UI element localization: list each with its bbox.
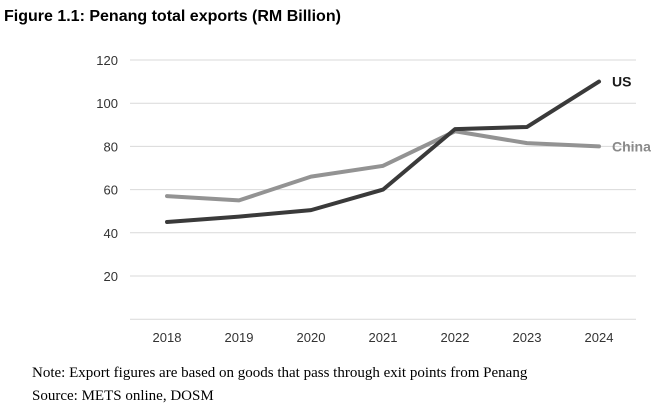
y-tick-label: 60: [104, 183, 118, 198]
y-tick-label: 100: [96, 96, 118, 111]
x-tick-label: 2024: [585, 330, 614, 345]
x-tick-label: 2021: [369, 330, 398, 345]
x-tick-label: 2023: [513, 330, 542, 345]
x-tick-label: 2020: [297, 330, 326, 345]
series-line-us: [165, 79, 601, 224]
y-tick-label: 80: [104, 139, 118, 154]
x-tick-label: 2022: [441, 330, 470, 345]
y-tick-label: 40: [104, 226, 118, 241]
y-tick-label: 20: [104, 269, 118, 284]
series-label-us: US: [612, 74, 631, 90]
x-tick-label: 2019: [225, 330, 254, 345]
series-line-china: [165, 129, 601, 203]
y-tick-label: 120: [96, 53, 118, 68]
series-lines: [165, 79, 601, 224]
chart-note: Note: Export figures are based on goods …: [32, 365, 528, 381]
figure-title: Figure 1.1: Penang total exports (RM Bil…: [4, 8, 341, 25]
series-label-china: China: [612, 138, 651, 154]
y-axis-ticks: 20 40 60 80 100 120: [96, 53, 118, 284]
x-tick-label: 2018: [153, 330, 182, 345]
x-axis-ticks: 2018 2019 2020 2021 2022 2023 2024: [153, 330, 614, 345]
chart-source: Source: METS online, DOSM: [32, 388, 214, 404]
series-labels: US China: [612, 74, 651, 155]
